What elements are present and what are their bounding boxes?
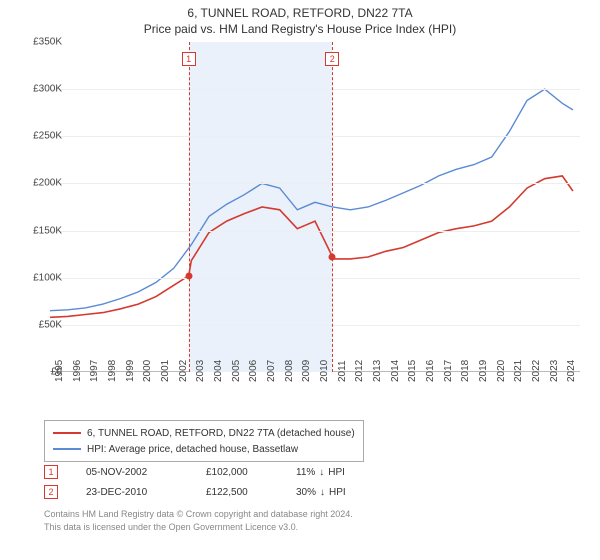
x-axis-label: 2016 <box>425 360 436 382</box>
x-axis-label: 2006 <box>248 360 259 382</box>
footer-line1: Contains HM Land Registry data © Crown c… <box>44 508 353 521</box>
x-axis-label: 2010 <box>319 360 330 382</box>
x-axis-label: 2024 <box>566 360 577 382</box>
legend-label-hpi: HPI: Average price, detached house, Bass… <box>87 444 298 455</box>
x-axis-label: 1999 <box>125 360 136 382</box>
chart-area: 12 £0£50K£100K£150K£200K£250K£300K£350K1… <box>36 42 596 412</box>
x-axis-label: 2018 <box>460 360 471 382</box>
x-axis-label: 2002 <box>178 360 189 382</box>
event-pct-2: 30% ↓ HPI <box>296 487 386 498</box>
x-axis-label: 2003 <box>195 360 206 382</box>
y-axis-label: £300K <box>14 84 62 95</box>
legend-label-price-paid: 6, TUNNEL ROAD, RETFORD, DN22 7TA (detac… <box>87 428 355 439</box>
event-marker-1: 1 <box>44 465 58 479</box>
event-table: 1 05-NOV-2002 £102,000 11% ↓ HPI 2 23-DE… <box>44 462 386 502</box>
x-axis-label: 2009 <box>301 360 312 382</box>
legend-swatch-hpi <box>53 448 81 450</box>
legend: 6, TUNNEL ROAD, RETFORD, DN22 7TA (detac… <box>44 420 364 462</box>
x-axis-label: 1997 <box>89 360 100 382</box>
title-line1: 6, TUNNEL ROAD, RETFORD, DN22 7TA <box>0 6 600 20</box>
x-axis-label: 2015 <box>407 360 418 382</box>
legend-item-hpi: HPI: Average price, detached house, Bass… <box>53 441 355 457</box>
x-axis-label: 2004 <box>213 360 224 382</box>
x-axis-label: 2017 <box>443 360 454 382</box>
x-axis-label: 2014 <box>390 360 401 382</box>
y-axis-label: £350K <box>14 37 62 48</box>
x-axis-label: 1995 <box>54 360 65 382</box>
x-axis-label: 2023 <box>549 360 560 382</box>
x-axis-label: 1996 <box>72 360 83 382</box>
ygrid-line <box>50 325 580 326</box>
x-axis-label: 2022 <box>531 360 542 382</box>
x-axis-label: 2005 <box>231 360 242 382</box>
event-row-2: 2 23-DEC-2010 £122,500 30% ↓ HPI <box>44 482 386 502</box>
event-marker-2: 2 <box>44 485 58 499</box>
event-marker-box: 1 <box>182 52 196 66</box>
y-axis-label: £250K <box>14 131 62 142</box>
x-axis-label: 2011 <box>337 360 348 382</box>
x-axis-label: 1998 <box>107 360 118 382</box>
event-vertical-line <box>332 42 333 372</box>
ygrid-line <box>50 278 580 279</box>
event-price-1: £102,000 <box>206 467 276 478</box>
footer-attribution: Contains HM Land Registry data © Crown c… <box>44 508 353 534</box>
legend-item-price-paid: 6, TUNNEL ROAD, RETFORD, DN22 7TA (detac… <box>53 425 355 441</box>
line-chart-svg <box>50 42 580 372</box>
ygrid-line <box>50 231 580 232</box>
event-marker-box: 2 <box>325 52 339 66</box>
event-dot <box>329 253 336 260</box>
event-date-2: 23-DEC-2010 <box>86 487 186 498</box>
down-arrow-icon: ↓ <box>320 487 325 498</box>
event-row-1: 1 05-NOV-2002 £102,000 11% ↓ HPI <box>44 462 386 482</box>
x-axis-label: 2000 <box>142 360 153 382</box>
title-line2: Price paid vs. HM Land Registry's House … <box>0 22 600 36</box>
y-axis-label: £150K <box>14 225 62 236</box>
y-axis-label: £100K <box>14 272 62 283</box>
ygrid-line <box>50 136 580 137</box>
x-axis-label: 2012 <box>354 360 365 382</box>
title-block: 6, TUNNEL ROAD, RETFORD, DN22 7TA Price … <box>0 0 600 38</box>
x-axis-label: 2019 <box>478 360 489 382</box>
x-axis-label: 2021 <box>513 360 524 382</box>
event-dot <box>185 272 192 279</box>
chart-container: 6, TUNNEL ROAD, RETFORD, DN22 7TA Price … <box>0 0 600 560</box>
x-axis-label: 2001 <box>160 360 171 382</box>
x-axis-label: 2007 <box>266 360 277 382</box>
x-axis-label: 2013 <box>372 360 383 382</box>
event-price-2: £122,500 <box>206 487 276 498</box>
event-pct-1: 11% ↓ HPI <box>296 467 386 478</box>
plot-area: 12 <box>50 42 580 372</box>
x-axis-label: 2020 <box>496 360 507 382</box>
event-date-1: 05-NOV-2002 <box>86 467 186 478</box>
ygrid-line <box>50 89 580 90</box>
y-axis-label: £50K <box>14 319 62 330</box>
footer-line2: This data is licensed under the Open Gov… <box>44 521 353 534</box>
x-axis-label: 2008 <box>284 360 295 382</box>
legend-swatch-price-paid <box>53 432 81 434</box>
event-vertical-line <box>189 42 190 372</box>
down-arrow-icon: ↓ <box>319 467 324 478</box>
y-axis-label: £200K <box>14 178 62 189</box>
ygrid-line <box>50 183 580 184</box>
